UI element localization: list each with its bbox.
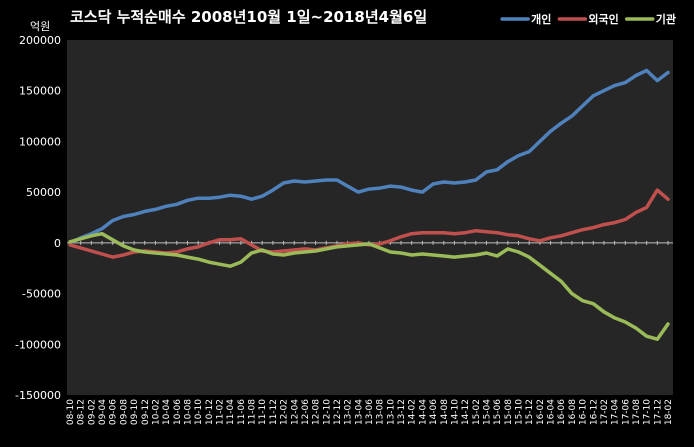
x-tick-label: 11-12 (269, 399, 279, 425)
x-tick-label: 12-02 (280, 399, 290, 425)
series-lines (68, 68, 670, 341)
x-tick-label: 13-10 (386, 399, 396, 425)
x-tick-label: 10-04 (162, 399, 172, 425)
x-tick-label: 17-02 (600, 399, 610, 425)
legend-label: 외국인 (588, 12, 618, 26)
x-tick-label: 12-10 (322, 399, 332, 425)
y-tick-label: -50000 (22, 288, 61, 301)
x-tick-label: 12-04 (290, 399, 300, 425)
x-tick-label: 16-08 (568, 399, 578, 425)
x-tick-label: 14-12 (461, 399, 471, 425)
x-tick-label: 15-02 (472, 399, 482, 425)
x-tick-label: 17-06 (621, 399, 631, 425)
series-line-1 (68, 68, 670, 245)
x-tick-label: 09-02 (87, 399, 97, 425)
x-tick-label: 15-04 (482, 399, 492, 425)
x-tick-label: 16-12 (589, 399, 599, 425)
x-tick-label: 10-10 (194, 399, 204, 425)
x-tick-label: 18-02 (664, 399, 674, 425)
x-tick-label: 14-06 (429, 399, 439, 425)
x-tick-label: 13-12 (397, 399, 407, 425)
x-tick-label: 17-12 (653, 399, 663, 425)
x-tick-label: 14-02 (408, 399, 418, 425)
x-tick-label: 16-06 (557, 399, 567, 425)
legend-item-3: 기관 (625, 12, 676, 26)
x-tick-label: 11-10 (258, 399, 268, 425)
series-line-3 (68, 231, 670, 341)
x-tick-label: 08-12 (77, 399, 87, 425)
x-tick-label: 15-06 (493, 399, 503, 425)
x-tick-label: 09-04 (98, 399, 108, 425)
x-tick-label: 12-08 (312, 399, 322, 425)
legend: 개인 외국인 기관 (500, 12, 676, 26)
x-tick-label: 09-10 (130, 399, 140, 425)
x-tick-label: 12-06 (301, 399, 311, 425)
x-tick-label: 09-08 (119, 399, 129, 425)
y-unit-label: 억원 (30, 20, 50, 33)
x-tick-label: 15-08 (504, 399, 514, 425)
legend-item-2: 외국인 (557, 12, 619, 26)
x-tick-label: 15-10 (515, 399, 525, 425)
x-tick-label: 10-02 (151, 399, 161, 425)
y-tick-label: 0 (54, 237, 61, 250)
x-tick-label: 09-12 (141, 399, 151, 425)
x-tick-label: 11-02 (216, 399, 226, 425)
x-tick-label: 16-02 (536, 399, 546, 425)
x-tick-label: 11-08 (248, 399, 258, 425)
x-tick-label: 14-04 (418, 399, 428, 425)
x-tick-label: 14-10 (450, 399, 460, 425)
x-tick-label: 13-04 (354, 399, 364, 425)
legend-item-1: 개인 (500, 12, 551, 26)
x-tick-label: 12-12 (333, 399, 343, 425)
chart-title: 코스닥 누적순매수 2008년10월 1일~2018년4월6일 (70, 8, 427, 26)
x-tick-label: 16-04 (547, 399, 557, 425)
y-tick-label: -150000 (15, 389, 61, 402)
x-tick-label: 08-10 (66, 399, 76, 425)
x-tick-label: 11-04 (226, 399, 236, 425)
x-tick-label: 09-06 (109, 399, 119, 425)
legend-label: 개인 (531, 12, 551, 26)
x-tick-label: 11-06 (237, 399, 247, 425)
y-tick-label: 50000 (26, 186, 61, 199)
x-tick-label: 14-08 (440, 399, 450, 425)
plot-area (67, 40, 673, 395)
x-tick-label: 16-10 (579, 399, 589, 425)
x-tick-label: 17-08 (632, 399, 642, 425)
x-tick-label: 10-06 (173, 399, 183, 425)
y-tick-label: 150000 (19, 85, 61, 98)
x-tick-label: 13-02 (344, 399, 354, 425)
y-tick-label: 200000 (19, 34, 61, 47)
x-tick-label: 10-12 (205, 399, 215, 425)
x-tick-label: 17-10 (643, 399, 653, 425)
y-axis: 200000 150000 100000 50000 0 -50000 -100000 -15… (15, 34, 61, 402)
y-tick-label: 100000 (19, 135, 61, 148)
legend-label: 기관 (656, 12, 676, 26)
x-tick-label: 17-04 (611, 399, 621, 425)
x-tick-label: 15-12 (525, 399, 535, 425)
x-axis: 08-10 08-12 09-02 09-04 09-06 09-08 09-10 09-12… (66, 240, 674, 425)
x-tick-label: 13-08 (376, 399, 386, 425)
x-tick-label: 13-06 (365, 399, 375, 425)
x-tick-label: 10-08 (183, 399, 193, 425)
y-tick-label: -100000 (15, 338, 61, 351)
